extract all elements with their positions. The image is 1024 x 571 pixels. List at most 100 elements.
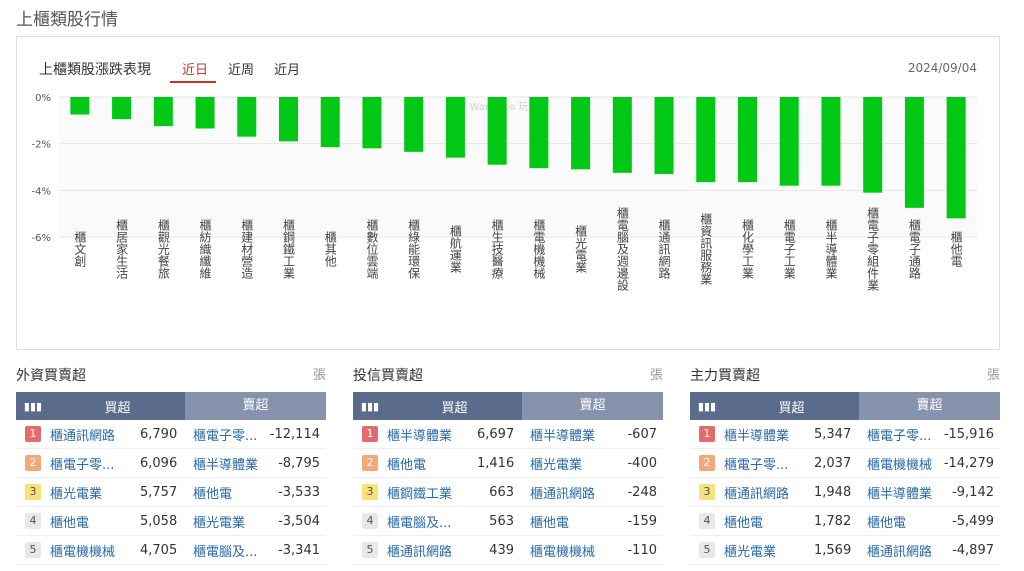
sell-value: -110 [627,542,657,558]
buy-sector-link[interactable]: 櫃電子零... [50,457,115,473]
bar [404,97,424,152]
table-header: ▮▮▮ 買超 賣超 [16,392,326,420]
sell-sector-link[interactable]: 櫃他電 [530,515,570,531]
rank-badge: 5 [25,542,41,558]
sell-sector-link[interactable]: 櫃半導體業 [867,486,933,502]
bar [320,97,340,148]
buy-sector-link[interactable]: 櫃鋼鐵工業 [387,486,453,502]
buy-value: 563 [489,513,514,529]
bar [863,97,883,193]
rank-badge: 5 [699,542,715,558]
buy-value: 6,096 [140,455,178,471]
buy-sector-link[interactable]: 櫃電機機械 [50,544,116,560]
sell-sector-link[interactable]: 櫃光電業 [193,515,246,531]
x-tick-label: 櫃半導體業 [824,219,838,279]
rank-badge: 4 [699,513,715,529]
x-tick-label: 櫃建材營造 [240,219,254,279]
buy-sector-link[interactable]: 櫃他電 [50,515,90,531]
rank-badge: 3 [699,484,715,500]
sell-sector-link[interactable]: 櫃電機機械 [530,544,596,560]
sell-sector-link[interactable]: 櫃他電 [867,515,907,531]
tab-month[interactable]: 近月 [274,63,301,78]
sell-sector-link[interactable]: 櫃半導體業 [530,428,596,444]
sell-sector-link[interactable]: 櫃通訊網路 [530,486,596,502]
x-tick-label: 櫃文創 [73,231,87,267]
x-tick-label: 櫃航運業 [448,225,462,273]
x-tick-label: 櫃電腦及週邊設 [615,207,629,291]
x-tick-label: 櫃電機機械 [532,219,546,279]
bar-chart-icon: ▮▮▮ [360,399,380,413]
x-tick-label: 櫃電子工業 [782,219,796,279]
sell-sector-link[interactable]: 櫃光電業 [530,457,583,473]
table-row: 3 櫃光電業 5,757 櫃他電 -3,533 [16,478,326,507]
panel-unit: 張 [986,368,1000,383]
bar [112,97,132,120]
bar [445,97,465,158]
rank-badge: 3 [362,484,378,500]
buy-sector-link[interactable]: 櫃光電業 [724,544,777,560]
panel-title: 主力買賣超 [690,368,760,384]
bar [654,97,674,174]
buy-value: 663 [489,484,514,500]
buy-value: 6,790 [140,426,178,442]
rank-badge: 2 [699,455,715,471]
y-tick-label: -4% [32,186,51,197]
y-tick-label: -2% [32,140,51,151]
main-force-panel: 主力買賣超 張 ▮▮▮ 買超 賣超 1 櫃半導體業 5,347 櫃電子零... -15,9… [690,364,1000,565]
sell-value: -5,499 [952,513,994,529]
table-row: 2 櫃電子零... 6,096 櫃半導體業 -8,795 [16,449,326,478]
x-tick-label: 櫃鋼鐵工業 [282,219,296,279]
sell-sector-link[interactable]: 櫃半導體業 [193,457,259,473]
table-header: ▮▮▮ 買超 賣超 [353,392,663,420]
rank-badge: 4 [362,513,378,529]
buy-value: 1,948 [814,484,852,500]
buy-sector-link[interactable]: 櫃他電 [387,457,427,473]
bar [195,97,215,129]
tab-week[interactable]: 近周 [228,63,255,78]
buy-sector-link[interactable]: 櫃半導體業 [387,428,453,444]
sell-sector-link[interactable]: 櫃電子零... [867,428,932,444]
page-title: 上櫃類股行情 [16,10,118,30]
table-row: 1 櫃半導體業 6,697 櫃半導體業 -607 [353,420,663,449]
buy-sector-link[interactable]: 櫃通訊網路 [50,428,116,444]
tab-day[interactable]: 近日 [182,63,209,78]
bar [571,97,591,170]
buy-sector-link[interactable]: 櫃電子零... [724,457,789,473]
sell-sector-link[interactable]: 櫃他電 [193,486,233,502]
buy-sector-link[interactable]: 櫃半導體業 [724,428,790,444]
sell-sector-link[interactable]: 櫃電子零... [193,428,258,444]
table-row: 2 櫃他電 1,416 櫃光電業 -400 [353,449,663,478]
rank-badge: 3 [25,484,41,500]
sell-sector-link[interactable]: 櫃通訊網路 [867,544,933,560]
bar [487,97,507,165]
x-tick-label: 櫃電子零組件業 [866,207,880,291]
buy-sector-link[interactable]: 櫃他電 [724,515,764,531]
buy-sector-link[interactable]: 櫃通訊網路 [724,486,790,502]
table-row: 3 櫃通訊網路 1,948 櫃半導體業 -9,142 [690,478,1000,507]
sell-value: -400 [627,455,657,471]
sell-value: -3,341 [278,542,320,558]
y-tick-label: -6% [32,233,51,244]
x-tick-label: 櫃居家生活 [115,219,129,279]
y-tick-label: 0% [35,93,51,104]
sell-sector-link[interactable]: 櫃電機機械 [867,457,933,473]
rank-badge: 1 [362,426,378,442]
buy-sector-link[interactable]: 櫃光電業 [50,486,103,502]
buy-value: 1,782 [814,513,852,529]
bar [696,97,716,183]
buy-sector-link[interactable]: 櫃通訊網路 [387,544,453,560]
table-row: 5 櫃電機機械 4,705 櫃電腦及... -3,341 [16,536,326,565]
rank-badge: 4 [25,513,41,529]
sell-value: -4,897 [952,542,994,558]
buy-value: 1,569 [814,542,852,558]
sell-value: -3,504 [278,513,320,529]
bar [904,97,924,208]
sell-value: -15,916 [943,426,994,442]
sell-sector-link[interactable]: 櫃電腦及... [193,544,258,560]
buy-value: 439 [489,542,514,558]
buy-sector-link[interactable]: 櫃電腦及... [387,515,452,531]
sell-value: -3,533 [278,484,320,500]
panel-title: 投信買賣超 [353,368,423,384]
rank-badge: 2 [25,455,41,471]
